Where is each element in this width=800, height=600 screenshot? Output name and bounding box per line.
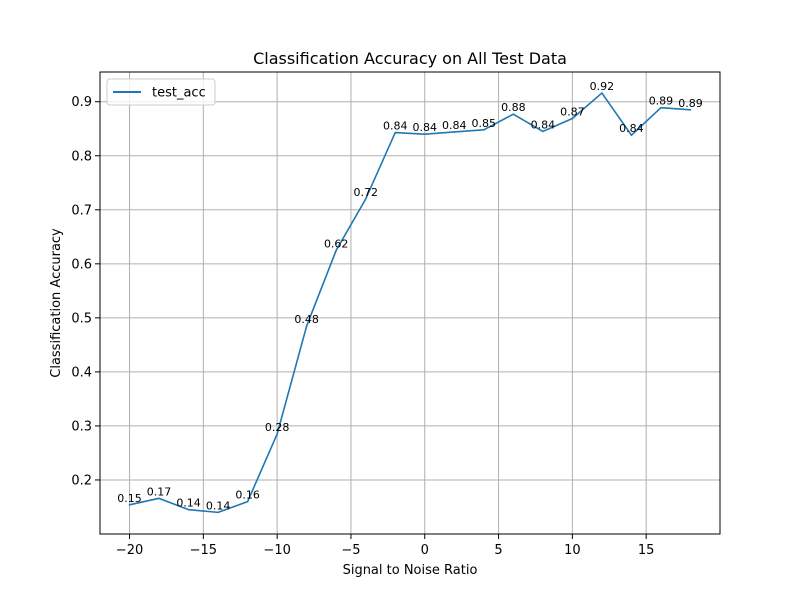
y-tick-label: 0.8 (71, 149, 92, 164)
data-point (335, 249, 337, 252)
data-point (187, 508, 190, 511)
x-tick-label: −15 (190, 543, 217, 558)
y-tick-label: 0.4 (71, 365, 92, 380)
y-tick-label: 0.2 (71, 473, 92, 488)
data-point (571, 117, 574, 120)
data-label: 0.88 (501, 101, 526, 114)
data-point (217, 511, 219, 514)
data-label: 0.85 (472, 117, 497, 130)
data-label: 0.84 (413, 121, 438, 134)
data-label: 0.62 (324, 237, 349, 250)
data-point (364, 198, 367, 200)
data-label: 0.84 (383, 120, 408, 133)
data-point (630, 134, 633, 137)
data-point (483, 129, 485, 131)
data-label: 0.89 (678, 97, 703, 110)
x-tick-label: 10 (564, 543, 581, 558)
data-label: 0.87 (560, 105, 585, 118)
legend-label-test-acc: test_acc (152, 86, 206, 101)
data-point (453, 131, 456, 133)
data-point (158, 497, 160, 500)
data-label: 0.14 (206, 499, 231, 512)
data-label: 0.84 (442, 119, 467, 132)
data-label: 0.48 (294, 313, 319, 326)
data-point (601, 92, 603, 94)
x-tick-label: 5 (494, 543, 502, 558)
data-point (423, 133, 426, 135)
y-tick-label: 0.5 (71, 311, 92, 326)
data-label: 0.72 (353, 186, 378, 199)
plot-frame (99, 71, 721, 535)
data-labels: 0.15 0.17 0.14 0.14 0.16 0.28 0.48 0.62 0.72 0.84… (117, 80, 702, 512)
y-tick-label: 0.9 (71, 95, 92, 110)
data-label: 0.92 (590, 80, 615, 93)
data-label: 0.15 (117, 492, 142, 505)
series-layer (128, 92, 692, 514)
series-line-test-acc (129, 92, 691, 514)
x-tick-label: −10 (263, 543, 290, 558)
data-point (542, 130, 544, 133)
data-label: 0.89 (649, 95, 674, 108)
chart-title: Classification Accuracy on All Test Data (253, 49, 567, 68)
data-point (512, 113, 515, 115)
data-point (689, 109, 692, 111)
data-label: 0.84 (531, 118, 556, 131)
y-tick-label: 0.3 (71, 419, 92, 434)
y-tick-label: 0.7 (71, 203, 92, 218)
data-label: 0.84 (619, 122, 644, 135)
data-point (394, 131, 397, 134)
x-tick-label: −5 (341, 543, 360, 558)
data-label: 0.17 (147, 485, 172, 498)
data-point (660, 106, 662, 109)
data-label: 0.16 (235, 489, 260, 502)
data-label: 0.28 (265, 421, 290, 434)
legend: test_acc (106, 78, 216, 106)
x-tick-label: 0 (421, 543, 429, 558)
data-point (128, 504, 131, 506)
data-label: 0.14 (176, 497, 201, 510)
x-axis-label: Signal to Noise Ratio (343, 563, 478, 578)
grid-lines (100, 72, 720, 534)
x-tick-label: −20 (116, 543, 143, 558)
data-point (305, 325, 308, 327)
axis-ticks: −20 −15 −10 −5 0 5 10 15 0.2 0.3 0.4 0.5 0.6 0.7 0.8 0.… (71, 95, 654, 558)
legend-box (106, 78, 216, 106)
data-point (246, 500, 249, 503)
y-axis-label: Classification Accuracy (49, 228, 64, 378)
y-tick-label: 0.6 (71, 257, 92, 272)
x-tick-label: 15 (638, 543, 655, 558)
data-point (276, 433, 278, 435)
